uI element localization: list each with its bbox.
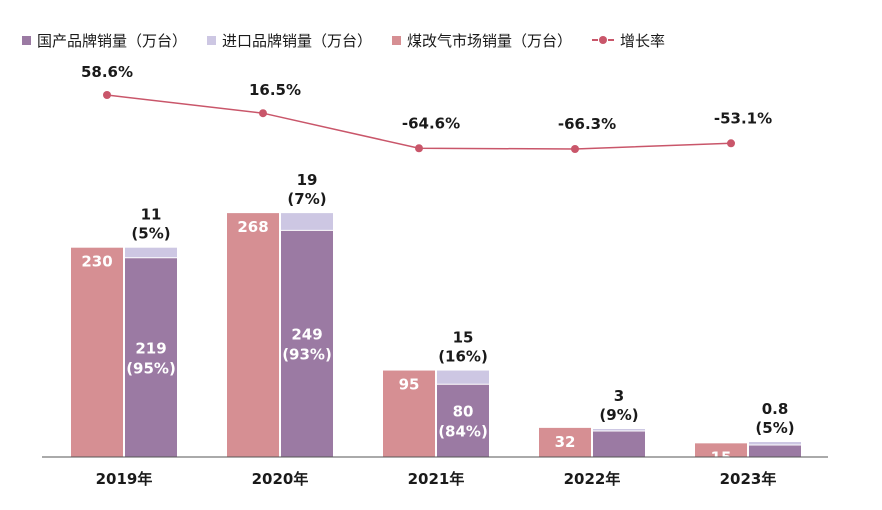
legend-item-growth: 增长率 bbox=[592, 30, 665, 51]
coal-bar bbox=[71, 247, 123, 457]
legend-swatch-growth bbox=[592, 35, 615, 45]
imported-bar-label: 11 bbox=[141, 206, 162, 224]
legend-label-coal: 煤改气市场销量（万台） bbox=[407, 31, 573, 50]
x-tick-label: 2021年 bbox=[408, 470, 465, 488]
growth-label: 16.5% bbox=[249, 81, 301, 99]
growth-label: -64.6% bbox=[402, 114, 460, 132]
imported-bar bbox=[437, 370, 489, 385]
imported-bar-label: 15 bbox=[453, 329, 474, 347]
legend-label-domestic: 国产品牌销量（万台） bbox=[37, 31, 188, 50]
domestic-bar-label: 80 bbox=[453, 403, 474, 421]
x-tick-label: 2020年 bbox=[252, 470, 309, 488]
coal-bar-label: 230 bbox=[81, 253, 112, 271]
growth-label: -53.1% bbox=[714, 109, 772, 127]
x-tick-label: 2022年 bbox=[564, 470, 621, 488]
domestic-share-label: (93%) bbox=[282, 346, 332, 364]
coal-bar-label: 268 bbox=[237, 218, 268, 236]
growth-point bbox=[727, 139, 735, 148]
imported-bar bbox=[125, 247, 177, 258]
coal-bar bbox=[383, 370, 435, 457]
imported-bar bbox=[281, 213, 333, 231]
coal-bar-label: 95 bbox=[399, 376, 420, 394]
domestic-bar-label: 249 bbox=[291, 326, 322, 344]
growth-point bbox=[415, 144, 423, 153]
domestic-bar-label: 219 bbox=[135, 339, 166, 357]
legend-label-imported: 进口品牌销量（万台） bbox=[222, 31, 373, 50]
imported-share-label: (7%) bbox=[287, 190, 326, 208]
imported-bar-label: 3 bbox=[614, 387, 624, 405]
legend-item-domestic: 国产品牌销量（万台） bbox=[22, 30, 187, 51]
imported-bar bbox=[749, 442, 801, 445]
legend-swatch-domestic bbox=[22, 35, 31, 45]
imported-share-label: (5%) bbox=[755, 419, 794, 437]
domestic-bar bbox=[437, 384, 489, 457]
domestic-share-label: (95%) bbox=[126, 359, 176, 377]
legend-item-imported: 进口品牌销量（万台） bbox=[207, 30, 372, 51]
domestic-share-label: (84%) bbox=[438, 423, 488, 441]
growth-label: 58.6% bbox=[81, 63, 133, 81]
domestic-bar bbox=[593, 431, 645, 457]
growth-point bbox=[571, 145, 579, 153]
legend-swatch-coal bbox=[392, 35, 402, 45]
coal-bar-label: 32 bbox=[555, 433, 576, 451]
imported-share-label: (16%) bbox=[438, 348, 488, 366]
growth-point bbox=[103, 91, 111, 99]
coal-bar bbox=[539, 427, 591, 457]
coal-bar bbox=[695, 443, 747, 457]
legend-swatch-imported bbox=[207, 35, 217, 45]
imported-bar-label: 19 bbox=[297, 171, 318, 189]
domestic-bar bbox=[749, 445, 801, 457]
domestic-bar bbox=[281, 230, 333, 457]
imported-share-label: (5%) bbox=[131, 225, 170, 243]
growth-point bbox=[259, 109, 267, 118]
x-tick-label: 2023年 bbox=[720, 470, 777, 488]
imported-bar-label: 0.8 bbox=[762, 400, 789, 418]
imported-bar bbox=[593, 429, 645, 431]
domestic-bar bbox=[125, 257, 177, 457]
imported-share-label: (9%) bbox=[599, 406, 638, 424]
legend: 国产品牌销量（万台） 进口品牌销量（万台） 煤改气市场销量（万台） 增长率 bbox=[22, 30, 665, 50]
legend-label-growth: 增长率 bbox=[620, 31, 666, 50]
x-tick-label: 2019年 bbox=[96, 470, 153, 488]
coal-bar bbox=[227, 213, 279, 457]
legend-item-coal: 煤改气市场销量（万台） bbox=[392, 30, 572, 51]
growth-label: -66.3% bbox=[558, 115, 616, 133]
